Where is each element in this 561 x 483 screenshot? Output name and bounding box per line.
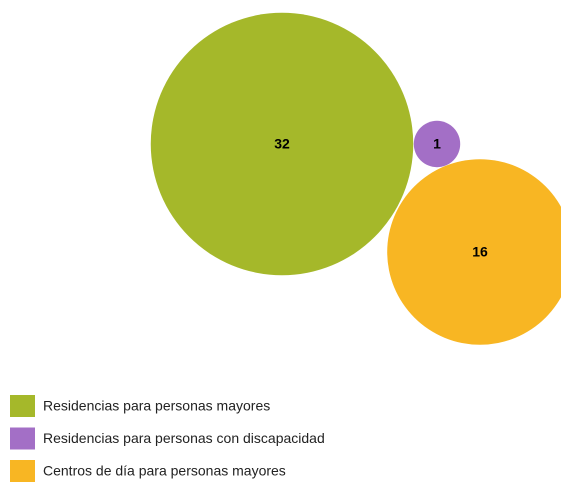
- data-label: 16: [472, 244, 488, 260]
- data-label: 1: [433, 136, 441, 152]
- bubble: [387, 159, 561, 345]
- data-label: 32: [274, 136, 290, 152]
- legend-text: Residencias para personas mayores: [43, 398, 270, 414]
- bubble: [413, 120, 461, 168]
- legend-swatch: [10, 460, 35, 482]
- legend-swatch: [10, 395, 35, 417]
- legend-text: Centros de día para personas mayores: [43, 463, 286, 479]
- bubble: [150, 12, 414, 276]
- legend-text: Residencias para personas con discapacid…: [43, 430, 325, 446]
- legend-swatch: [10, 427, 35, 450]
